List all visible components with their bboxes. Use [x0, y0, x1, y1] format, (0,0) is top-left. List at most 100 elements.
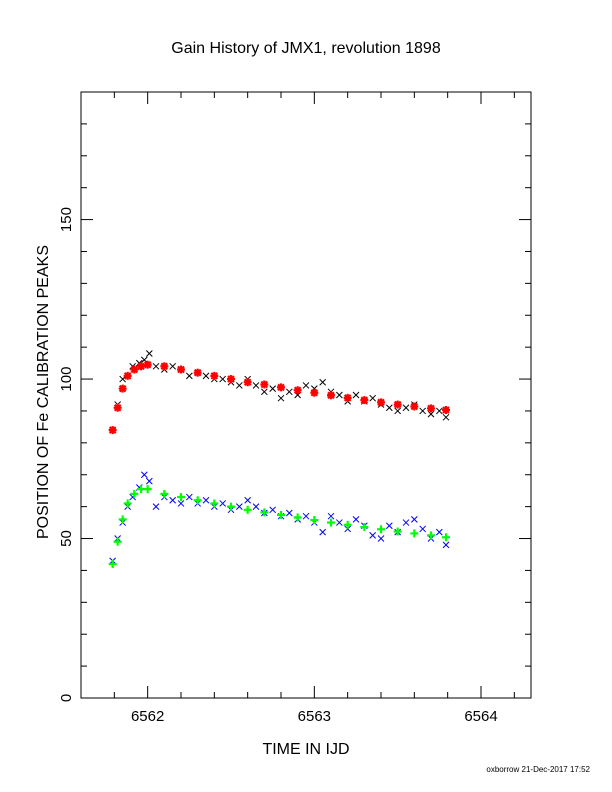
series-2 — [109, 471, 450, 565]
data-point — [427, 410, 435, 418]
data-point — [177, 500, 185, 507]
data-point — [113, 537, 122, 546]
data-point — [394, 407, 402, 415]
data-point — [410, 529, 419, 538]
y-axis-label: POSITION OF Fe CALIBRATION PEAKS — [35, 245, 52, 539]
chart-title: Gain History of JMX1, revolution 1898 — [171, 40, 441, 57]
data-point — [352, 516, 360, 523]
data-point — [123, 499, 132, 508]
data-point — [343, 393, 352, 402]
data-point — [260, 508, 269, 517]
plot-frame — [80, 91, 532, 699]
data-point — [169, 362, 177, 370]
data-point — [269, 506, 277, 514]
data-point — [293, 513, 302, 522]
data-point — [260, 388, 268, 396]
data-point — [177, 365, 185, 374]
data-point — [435, 407, 443, 415]
data-point — [252, 382, 260, 389]
data-point — [227, 375, 235, 384]
data-point — [393, 527, 402, 536]
data-point — [302, 512, 310, 520]
data-point — [118, 384, 127, 393]
data-point — [227, 502, 235, 511]
data-point — [140, 471, 148, 479]
data-point — [385, 522, 393, 530]
series-0 — [109, 350, 450, 434]
data-point — [119, 375, 127, 383]
data-point — [277, 394, 285, 402]
data-point — [327, 391, 335, 400]
data-point — [252, 503, 260, 510]
data-point — [219, 500, 227, 507]
data-point — [277, 510, 285, 519]
data-point — [202, 496, 210, 504]
data-point — [277, 383, 285, 392]
data-point — [427, 531, 435, 540]
data-point — [285, 388, 293, 396]
series-1 — [108, 360, 450, 435]
data-point — [123, 371, 132, 380]
data-point — [319, 528, 327, 536]
data-point — [160, 489, 169, 498]
data-point — [137, 362, 145, 371]
data-point — [352, 391, 360, 399]
data-point — [360, 396, 369, 405]
data-point — [302, 382, 310, 389]
x-tick-label: 6562 — [131, 708, 164, 725]
data-point — [369, 531, 377, 539]
data-point — [343, 520, 352, 529]
data-point — [435, 528, 443, 536]
data-point — [335, 391, 343, 399]
data-point — [130, 365, 139, 374]
data-point — [327, 512, 335, 520]
data-point — [130, 489, 139, 498]
data-point — [152, 362, 160, 370]
data-point — [145, 477, 153, 485]
data-point — [369, 394, 377, 402]
data-point — [219, 375, 227, 383]
data-point — [402, 404, 410, 412]
data-point — [269, 385, 277, 392]
data-point — [442, 413, 450, 421]
data-point — [327, 518, 335, 527]
data-point — [360, 523, 369, 532]
data-point — [202, 372, 210, 380]
data-point — [377, 525, 385, 534]
data-point — [402, 519, 410, 526]
y-tick-label: 0 — [58, 694, 75, 702]
data-point — [442, 405, 450, 414]
data-point — [410, 402, 419, 411]
data-point — [108, 560, 117, 569]
data-point — [152, 503, 160, 510]
data-point — [385, 404, 393, 412]
data-point — [427, 404, 435, 413]
data-series — [108, 350, 450, 569]
x-tick-label: 6564 — [464, 708, 497, 725]
data-point — [143, 485, 152, 494]
data-point — [185, 372, 193, 380]
data-point — [285, 509, 293, 517]
data-point — [393, 400, 402, 409]
data-point — [335, 519, 343, 526]
data-point — [177, 493, 185, 502]
data-point — [108, 426, 117, 435]
y-tick-label: 100 — [58, 367, 75, 392]
x-axis-label: TIME IN IJD — [262, 741, 349, 758]
data-point — [143, 360, 152, 369]
data-point — [118, 515, 127, 524]
axis-ticks — [80, 91, 531, 699]
x-tick-label: 6563 — [298, 708, 331, 725]
data-point — [113, 403, 122, 412]
data-point — [410, 516, 418, 523]
data-point — [344, 525, 352, 533]
footer-credit: oxborrow 21-Dec-2017 17:52 — [486, 765, 590, 774]
data-point — [193, 496, 202, 505]
series-3 — [108, 485, 450, 569]
data-point — [319, 378, 327, 386]
tick-labels: 0 50 100 150 6562 6563 6564 — [58, 207, 498, 725]
data-point — [235, 382, 243, 389]
data-point — [310, 388, 319, 397]
data-point — [235, 503, 243, 510]
